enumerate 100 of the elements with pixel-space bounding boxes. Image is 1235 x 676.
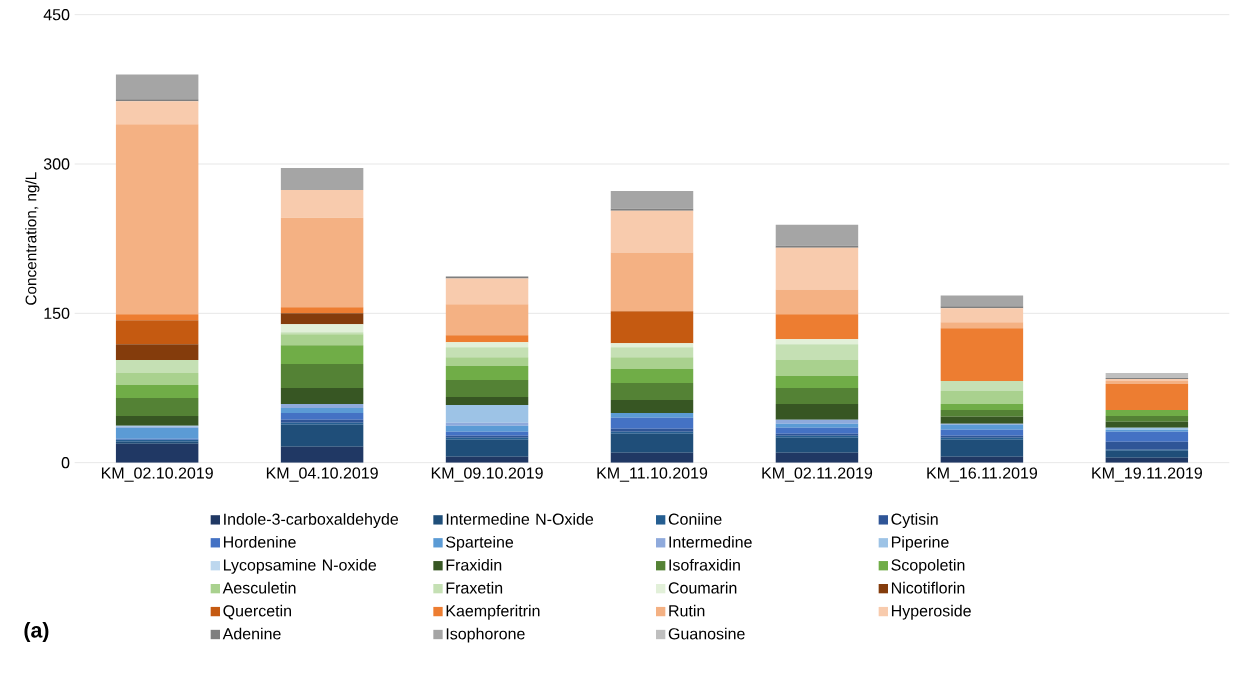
bar [115, 360, 199, 374]
bar [610, 433, 694, 453]
x-tick-label: KM_09.10.2019 [431, 467, 543, 482]
bar [445, 357, 529, 367]
bar [775, 419, 859, 424]
bar [610, 210, 694, 253]
bar [445, 404, 529, 423]
legend-label: Piperine [891, 536, 949, 551]
bar [610, 357, 694, 370]
y-tick-label: 0 [61, 457, 70, 469]
bar [280, 403, 364, 408]
bar [940, 403, 1024, 410]
bar [940, 308, 1024, 323]
bar [775, 423, 859, 428]
bar [775, 403, 859, 420]
bar [115, 427, 199, 439]
bar [1105, 384, 1189, 410]
bar [1105, 409, 1189, 416]
bar [940, 381, 1024, 391]
bar [610, 369, 694, 384]
bar [115, 397, 199, 416]
bar [280, 388, 364, 404]
bar [280, 364, 364, 388]
legend-label: Nicotiflorin [891, 581, 965, 594]
y-tick-label: 150 [44, 307, 70, 319]
bar [1105, 415, 1189, 422]
legend-label: Isofraxidin [669, 558, 740, 571]
bar [610, 452, 694, 463]
bar [280, 189, 364, 218]
legend-label: Isophorone [446, 627, 525, 643]
bar [610, 417, 694, 429]
bar [115, 344, 199, 361]
bar [775, 437, 859, 453]
bar [445, 422, 529, 426]
bar [775, 360, 859, 377]
legend-label: Adenine [222, 627, 281, 640]
bar [445, 396, 529, 405]
bar [280, 424, 364, 447]
bar [115, 101, 199, 125]
x-tick-label: KM_19.11.2019 [1092, 467, 1202, 482]
bar [610, 311, 694, 344]
bar [280, 334, 364, 346]
bar [775, 289, 859, 315]
bar [445, 439, 529, 457]
legend-label: Cytisin [891, 513, 938, 528]
bar [940, 429, 1024, 436]
bar [115, 320, 199, 345]
legend-label: Lycopsamine N-oxide [223, 558, 377, 574]
bar [280, 345, 364, 365]
bar [775, 344, 859, 361]
bar [610, 383, 694, 400]
bar [610, 412, 694, 418]
bar [610, 190, 694, 209]
bar [940, 322, 1024, 329]
legend-label: Coumarin [668, 581, 737, 594]
x-tick-label: KM_16.11.2019 [927, 467, 1038, 482]
legend-label: Rutin [669, 604, 705, 617]
legend-label: Guanosine [668, 627, 745, 640]
bar [280, 446, 364, 463]
legend-label: Scopoletin [891, 558, 965, 574]
bar [445, 335, 529, 343]
bar [1105, 421, 1189, 428]
bar [445, 380, 529, 397]
legend-label: Fraxetin [446, 581, 503, 594]
bar [1105, 450, 1189, 458]
bar [610, 347, 694, 358]
bar [1105, 373, 1189, 379]
bar [115, 385, 199, 398]
bar [775, 427, 859, 434]
bar [940, 424, 1024, 430]
bar [940, 416, 1024, 424]
legend-label: Intermedine [669, 536, 752, 548]
bar [940, 390, 1024, 404]
bar [115, 314, 199, 321]
bar [775, 224, 859, 246]
bar [610, 399, 694, 413]
bar [1105, 431, 1189, 442]
bar [775, 376, 859, 388]
bar [775, 339, 859, 345]
bar [280, 217, 364, 308]
text: (a) [24, 622, 49, 642]
y-tick-label: 300 [43, 158, 70, 170]
legend-label: Coniine [668, 513, 722, 525]
bar [280, 307, 364, 314]
bar [445, 425, 529, 432]
y-axis-title: Concentration, ng/L [25, 172, 40, 305]
x-tick-label: KM_04.10.2019 [266, 467, 378, 482]
bar [115, 74, 199, 100]
bar [610, 343, 694, 348]
legend-label: Quercetin [223, 604, 291, 620]
bar [115, 415, 199, 426]
bar [1105, 441, 1189, 450]
bar [280, 324, 364, 333]
bar [445, 278, 529, 305]
legend-label: Intermedine N-Oxide [446, 513, 594, 525]
y-tick-label: 450 [43, 9, 70, 21]
bar [280, 167, 364, 190]
bar [280, 407, 364, 413]
legend-label: Indole-3-carboxaldehyde [224, 513, 399, 528]
bar [445, 304, 529, 336]
